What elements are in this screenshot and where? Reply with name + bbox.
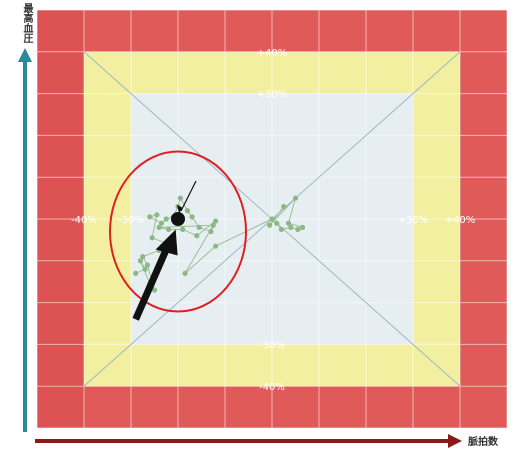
highlight-ellipse — [109, 150, 247, 313]
data-point — [278, 226, 284, 233]
big-arrow-head — [155, 229, 178, 256]
data-point — [144, 262, 151, 268]
data-point — [154, 212, 160, 218]
x-axis-label: 脈拍数 — [468, 435, 499, 448]
y-axis-label: 最高血圧 — [21, 3, 32, 43]
data-point — [194, 233, 200, 239]
data-point — [182, 270, 188, 276]
data-point — [140, 254, 146, 260]
tick-labels: -40% -30% +30% +40% +40% +30% -30% -40% — [71, 48, 475, 393]
data-point — [267, 222, 273, 228]
data-point — [213, 243, 219, 249]
y-axis-arrowhead — [18, 48, 32, 62]
data-point — [180, 226, 186, 233]
data-point — [292, 195, 299, 201]
y-tick-label: +40% — [257, 48, 288, 59]
data-point — [281, 203, 287, 210]
y-tick-label: -30% — [259, 340, 285, 351]
data-point — [213, 218, 219, 224]
data-point — [189, 214, 195, 220]
x-tick-label: +30% — [398, 215, 429, 226]
big-arrow-shaft — [132, 242, 172, 321]
annotations — [109, 150, 247, 321]
data-point — [137, 258, 143, 264]
data-point — [163, 216, 169, 222]
x-axis-arrowhead — [448, 434, 462, 448]
data-point — [210, 222, 216, 228]
data-point — [151, 287, 158, 293]
data-point — [299, 224, 306, 230]
data-point — [184, 208, 190, 214]
data-point — [295, 226, 301, 233]
small-pointer-arrow — [180, 180, 197, 212]
data-point — [156, 224, 162, 230]
x-tick-label: +40% — [445, 215, 476, 226]
x-tick-label: -40% — [71, 215, 97, 226]
data-point — [133, 270, 139, 276]
data-point — [142, 266, 148, 272]
data-point — [166, 226, 172, 233]
data-point — [149, 235, 155, 241]
y-tick-label: -40% — [259, 382, 285, 393]
data-point — [208, 228, 214, 235]
data-point — [269, 216, 275, 222]
data-point — [177, 195, 183, 201]
y-tick-label: +30% — [257, 90, 288, 101]
highlight-point — [171, 212, 185, 226]
x-tick-label: -30% — [118, 215, 144, 226]
data-point — [158, 220, 165, 226]
data-point — [147, 214, 153, 220]
data-point — [285, 220, 292, 226]
small-pointer-arrowhead — [177, 205, 183, 213]
data-point — [274, 220, 280, 226]
data-point — [196, 224, 202, 230]
data-point — [288, 224, 294, 230]
